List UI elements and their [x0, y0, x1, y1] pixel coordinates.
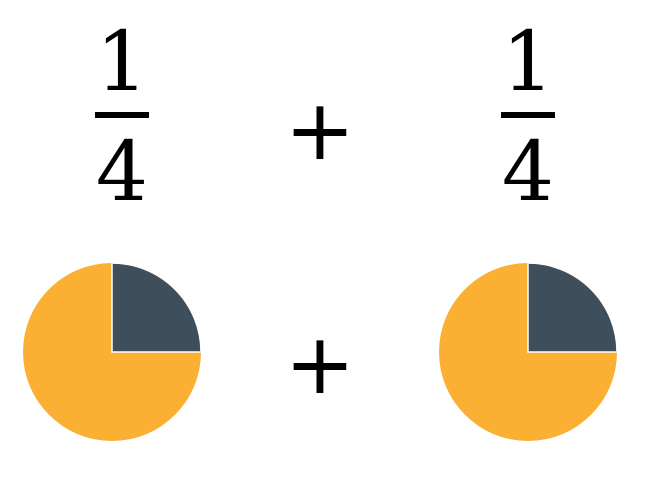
plus-sign-bottom: + — [284, 315, 356, 413]
pie-left-shaded-slice — [111, 262, 202, 353]
pie-left — [23, 262, 202, 441]
plus-sign-top: + — [284, 81, 356, 179]
fraction-right: 1 4 — [468, 22, 588, 214]
fraction-right-numerator: 1 — [501, 15, 555, 110]
fraction-right-bar — [501, 112, 555, 118]
fraction-left-numerator: 1 — [95, 15, 149, 110]
fraction-right-denominator: 4 — [501, 125, 555, 220]
pie-right — [439, 262, 618, 441]
fraction-left-bar — [95, 112, 149, 118]
pie-right-shaded-slice — [527, 262, 618, 353]
fraction-left: 1 4 — [62, 22, 182, 214]
fraction-left-denominator: 4 — [95, 125, 149, 220]
